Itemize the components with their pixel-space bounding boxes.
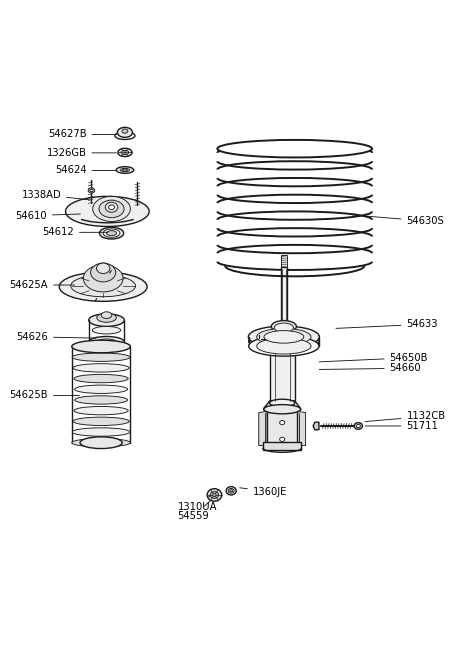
Ellipse shape: [274, 323, 293, 333]
Ellipse shape: [249, 336, 319, 356]
Bar: [263, 443, 301, 450]
Ellipse shape: [122, 129, 128, 133]
Ellipse shape: [73, 364, 129, 372]
Ellipse shape: [99, 227, 123, 239]
Text: 54633: 54633: [336, 320, 438, 329]
Ellipse shape: [280, 421, 285, 424]
Ellipse shape: [74, 396, 128, 404]
Ellipse shape: [264, 404, 301, 414]
Text: 1310UA: 1310UA: [178, 496, 217, 512]
Ellipse shape: [71, 275, 136, 297]
Ellipse shape: [109, 205, 114, 210]
Text: 54625A: 54625A: [10, 280, 74, 290]
Ellipse shape: [264, 331, 304, 343]
Ellipse shape: [88, 188, 95, 193]
Text: 54612: 54612: [42, 227, 108, 237]
Ellipse shape: [217, 140, 372, 157]
Text: 1360JE: 1360JE: [240, 487, 287, 497]
Ellipse shape: [356, 424, 360, 428]
Ellipse shape: [118, 148, 132, 157]
Bar: [267, 410, 297, 446]
Ellipse shape: [74, 406, 128, 415]
Ellipse shape: [93, 196, 130, 221]
Bar: [281, 267, 287, 333]
Ellipse shape: [354, 422, 362, 430]
Ellipse shape: [123, 169, 128, 171]
Ellipse shape: [90, 190, 93, 192]
Ellipse shape: [103, 229, 120, 237]
Ellipse shape: [65, 196, 149, 226]
Ellipse shape: [72, 439, 130, 447]
Ellipse shape: [118, 127, 133, 137]
Ellipse shape: [210, 492, 219, 498]
Ellipse shape: [121, 150, 128, 155]
Ellipse shape: [97, 263, 110, 274]
Polygon shape: [264, 401, 301, 410]
Ellipse shape: [270, 345, 295, 353]
Ellipse shape: [115, 132, 135, 140]
Ellipse shape: [89, 314, 124, 327]
Ellipse shape: [207, 488, 222, 501]
Ellipse shape: [101, 312, 112, 318]
Ellipse shape: [270, 399, 295, 407]
Ellipse shape: [59, 272, 147, 302]
Ellipse shape: [89, 336, 124, 347]
Ellipse shape: [74, 375, 128, 383]
Polygon shape: [297, 411, 306, 446]
Text: 54625B: 54625B: [10, 390, 79, 400]
Text: 54627B: 54627B: [48, 129, 116, 140]
Polygon shape: [313, 422, 319, 430]
Text: 54650B: 54650B: [319, 353, 428, 363]
Ellipse shape: [84, 265, 123, 292]
Ellipse shape: [97, 313, 116, 322]
Ellipse shape: [73, 417, 129, 426]
Text: 54559: 54559: [178, 501, 210, 521]
Ellipse shape: [257, 329, 311, 345]
Ellipse shape: [97, 339, 116, 345]
Ellipse shape: [99, 200, 124, 217]
Ellipse shape: [72, 428, 130, 436]
Text: 54630S: 54630S: [353, 215, 444, 226]
Text: 1338AD: 1338AD: [22, 190, 90, 200]
Ellipse shape: [105, 203, 118, 212]
Bar: [281, 256, 286, 267]
Ellipse shape: [74, 385, 128, 393]
Text: 54660: 54660: [319, 363, 421, 373]
Ellipse shape: [107, 230, 117, 236]
Ellipse shape: [72, 353, 130, 362]
Bar: [270, 349, 295, 403]
Text: 1132CB: 1132CB: [365, 411, 445, 422]
Ellipse shape: [80, 437, 122, 448]
Ellipse shape: [249, 331, 319, 351]
Ellipse shape: [72, 340, 130, 353]
Ellipse shape: [228, 488, 234, 493]
Ellipse shape: [271, 320, 296, 333]
Ellipse shape: [92, 327, 121, 334]
Ellipse shape: [230, 490, 232, 492]
Ellipse shape: [91, 263, 116, 282]
Polygon shape: [259, 411, 267, 446]
Ellipse shape: [120, 168, 129, 171]
Text: 54610: 54610: [15, 210, 80, 221]
Ellipse shape: [72, 342, 130, 351]
Text: 51711: 51711: [365, 421, 438, 431]
Ellipse shape: [226, 487, 236, 495]
Ellipse shape: [213, 494, 216, 496]
Ellipse shape: [257, 338, 311, 354]
Text: 1326GB: 1326GB: [46, 148, 116, 158]
Ellipse shape: [280, 437, 285, 441]
Text: 54624: 54624: [55, 166, 116, 175]
Text: 54626: 54626: [16, 332, 96, 342]
Ellipse shape: [116, 167, 134, 173]
Ellipse shape: [248, 326, 320, 347]
